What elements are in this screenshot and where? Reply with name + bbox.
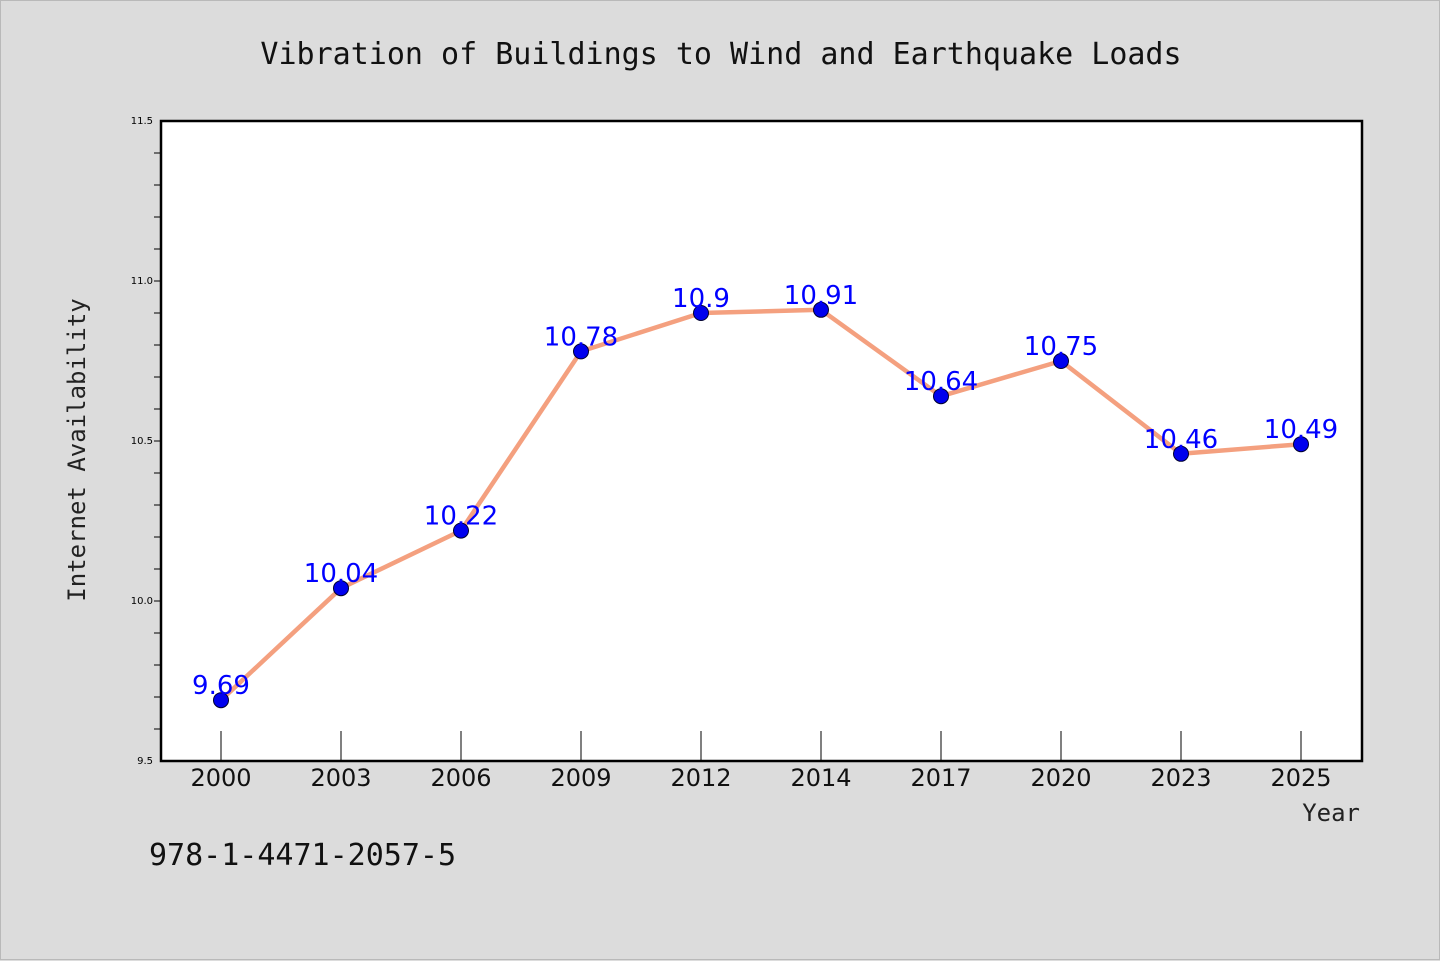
- y-tick-label: 11.0: [131, 276, 153, 287]
- data-point: [1293, 436, 1309, 453]
- data-point: [333, 580, 349, 597]
- data-point: [1173, 445, 1189, 462]
- x-tick-label: 2023: [1150, 764, 1211, 792]
- x-tick-label: 2025: [1270, 764, 1331, 792]
- chart-title: Vibration of Buildings to Wind and Earth…: [260, 37, 1181, 72]
- x-tick-label: 2014: [790, 764, 851, 792]
- x-axis-label: Year: [1302, 799, 1360, 827]
- data-label: 10.22: [424, 502, 498, 532]
- data-labels: 9.69 10.04 10.22 10.78 10.9 10.91 10.64 10.75 10…: [192, 281, 1338, 701]
- x-tick-label: 2020: [1030, 764, 1091, 792]
- x-tick-label: 2017: [910, 764, 971, 792]
- x-tick-labels: 2000 2003 2006 2009 2012 2014 2017 2020 2023 2025: [190, 764, 1331, 792]
- data-point: [813, 301, 829, 318]
- data-label: 9.69: [192, 671, 250, 701]
- data-point: [453, 522, 469, 539]
- y-tick-label: 11.5: [131, 116, 153, 127]
- x-ticks: [220, 731, 1302, 761]
- x-tick-label: 2003: [310, 764, 371, 792]
- x-tick-label: 2000: [190, 764, 251, 792]
- x-tick-label: 2012: [670, 764, 731, 792]
- data-point: [933, 388, 949, 405]
- data-label: 10.49: [1264, 415, 1338, 445]
- data-label: 10.46: [1144, 425, 1218, 455]
- isbn-annotation: 978-1-4471-2057-5: [149, 838, 456, 873]
- y-minor-ticks: [154, 152, 161, 730]
- data-label: 10.64: [904, 367, 978, 397]
- x-tick-label: 2009: [550, 764, 611, 792]
- series-markers: [213, 301, 1309, 709]
- data-label: 10.04: [304, 559, 378, 589]
- data-label: 10.78: [544, 322, 618, 352]
- data-label: 10.91: [784, 281, 858, 311]
- data-point: [573, 343, 589, 360]
- data-label: 10.9: [672, 284, 730, 314]
- y-tick-label: 10.5: [131, 436, 153, 447]
- y-axis-label: Internet Availability: [63, 298, 91, 601]
- data-point: [693, 305, 709, 321]
- y-tick-label: 9.5: [137, 756, 153, 767]
- series-line: [219, 307, 1302, 702]
- x-tick-label: 2006: [430, 764, 491, 792]
- data-point: [1053, 353, 1069, 369]
- y-tick-labels: 9.5 10.0 10.5 11.0 11.5: [131, 116, 153, 767]
- data-label: 10.75: [1024, 332, 1098, 362]
- data-point: [213, 692, 229, 709]
- y-tick-label: 10.0: [131, 596, 153, 607]
